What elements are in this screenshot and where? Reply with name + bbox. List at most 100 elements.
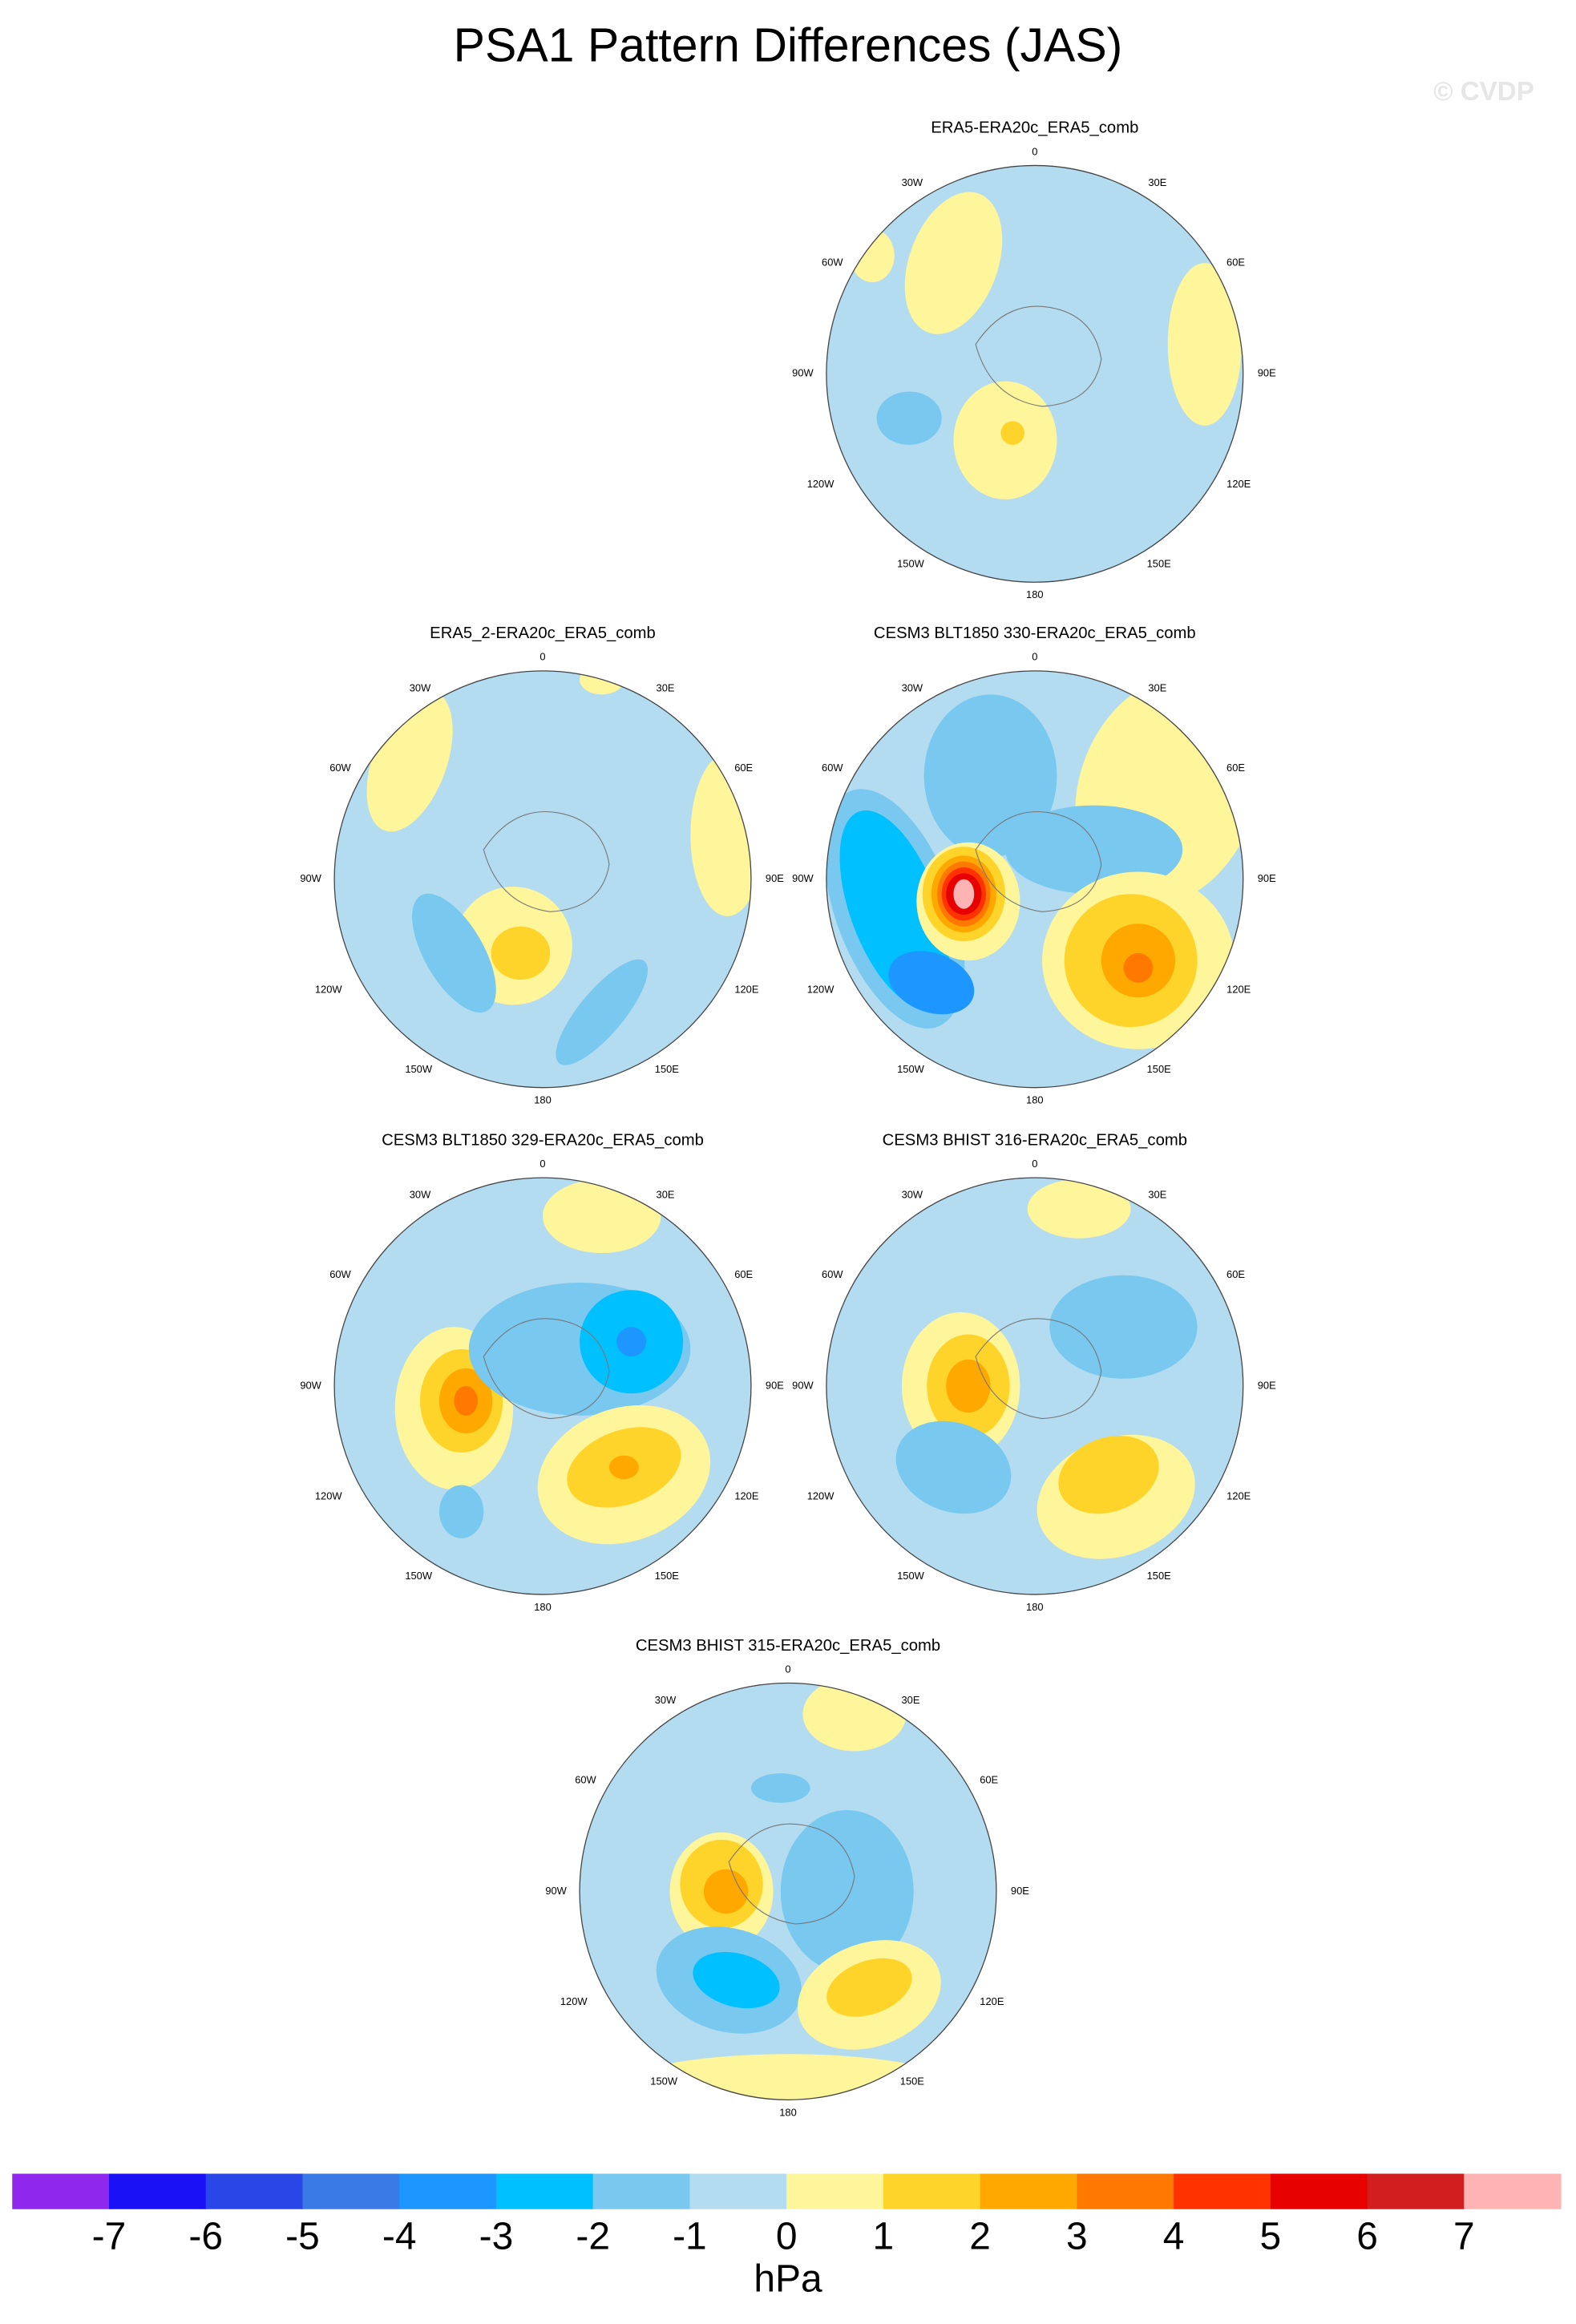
- longitude-label: 0: [785, 1663, 790, 1675]
- coastline: [975, 811, 1102, 912]
- map-panel: [580, 1683, 996, 2100]
- contour-region: [953, 879, 975, 909]
- map-border: [826, 1177, 1244, 1595]
- contour-region: [1049, 1275, 1198, 1379]
- longitude-label: 150W: [405, 1570, 433, 1582]
- panel-title: ERA5_2-ERA20c_ERA5_comb: [430, 624, 656, 642]
- colorbar-tick-label: -2: [576, 2215, 610, 2257]
- longitude-label: 60W: [822, 762, 843, 774]
- colorbar-swatch: [786, 2173, 884, 2209]
- contour-region: [693, 1951, 780, 2009]
- contour-region: [412, 893, 496, 1013]
- longitude-label: 30E: [1148, 681, 1166, 693]
- longitude-label: 150E: [900, 2075, 925, 2088]
- colorbar-tick-label: 0: [776, 2215, 798, 2257]
- map-panel: [826, 670, 1243, 1088]
- longitude-label: 90W: [792, 872, 814, 884]
- coastline: [975, 1318, 1102, 1420]
- longitude-label: 150E: [655, 1063, 680, 1075]
- longitude-label: 180: [534, 1094, 552, 1106]
- longitude-label: 60E: [980, 1774, 998, 1786]
- longitude-label: 120E: [1226, 983, 1251, 995]
- coastline: [728, 1823, 855, 1925]
- longitude-label: 30W: [902, 1189, 923, 1201]
- map-border: [333, 1177, 752, 1595]
- colorbar-tick-label: -6: [188, 2215, 223, 2257]
- colorbar-tick-label: 6: [1356, 2215, 1378, 2257]
- longitude-label: 120W: [315, 983, 343, 995]
- longitude-label: 60E: [734, 762, 753, 774]
- colorbar-tick-label: 1: [873, 2215, 895, 2257]
- colorbar-swatch: [205, 2173, 304, 2209]
- longitude-label: 120E: [1226, 478, 1251, 490]
- contour-region: [616, 1327, 647, 1357]
- longitude-label: 30W: [410, 1189, 431, 1201]
- longitude-label: 120E: [980, 1995, 1004, 2007]
- longitude-label: 180: [1026, 1094, 1044, 1106]
- longitude-label: 150E: [1147, 1063, 1172, 1075]
- longitude-label: 180: [534, 1601, 552, 1613]
- longitude-label: 30W: [655, 1694, 677, 1706]
- colorbar-swatch: [1077, 2173, 1174, 2209]
- contour-region: [904, 192, 1003, 334]
- longitude-label: 180: [1026, 1601, 1044, 1613]
- longitude-label: 150W: [650, 2075, 678, 2088]
- longitude-label: 90W: [792, 1379, 814, 1391]
- longitude-label: 60W: [329, 762, 351, 774]
- colorbar-swatch: [883, 2173, 981, 2209]
- contour-region: [946, 1359, 991, 1413]
- longitude-label: 60W: [822, 257, 843, 269]
- longitude-label: 150W: [405, 1063, 433, 1075]
- map-border: [333, 670, 752, 1089]
- contour-region: [1167, 263, 1242, 426]
- longitude-label: 120E: [1226, 1490, 1251, 1502]
- colorbar-swatch: [689, 2173, 787, 2209]
- longitude-label: 90E: [1011, 1885, 1029, 1897]
- panel-title: CESM3 BLT1850 330-ERA20c_ERA5_comb: [874, 624, 1196, 642]
- contour-region: [1123, 952, 1154, 983]
- longitude-label: 60E: [1226, 762, 1245, 774]
- contour-region: [850, 228, 895, 283]
- contour-region: [454, 1386, 478, 1416]
- longitude-label: 150E: [655, 1570, 680, 1582]
- panel-title: CESM3 BHIST 316-ERA20c_ERA5_comb: [883, 1131, 1187, 1149]
- colorbar-swatch: [1270, 2173, 1368, 2209]
- longitude-label: 90E: [1258, 367, 1276, 379]
- colorbar-tick-label: 5: [1260, 2215, 1282, 2257]
- longitude-label: 90W: [792, 367, 814, 379]
- panel-title: CESM3 BLT1850 329-ERA20c_ERA5_comb: [382, 1131, 704, 1149]
- longitude-label: 0: [1032, 651, 1037, 663]
- contour-region: [1058, 1436, 1159, 1514]
- panel-title: CESM3 BHIST 315-ERA20c_ERA5_comb: [636, 1637, 940, 1655]
- colorbar-tick-label: 3: [1066, 2215, 1088, 2257]
- map-panel: [826, 165, 1243, 583]
- contour-region: [556, 959, 649, 1065]
- longitude-label: 180: [1026, 588, 1044, 600]
- longitude-label: 60W: [329, 1268, 351, 1280]
- longitude-label: 30W: [902, 176, 923, 188]
- map-panel: [334, 1178, 751, 1594]
- longitude-label: 60E: [1226, 1268, 1245, 1280]
- longitude-label: 90E: [1258, 1379, 1276, 1391]
- longitude-label: 120W: [315, 1490, 343, 1502]
- longitude-label: 0: [539, 651, 545, 663]
- contour-region: [596, 2054, 980, 2100]
- longitude-label: 30E: [657, 1189, 675, 1201]
- longitude-label: 60E: [1226, 257, 1245, 269]
- map-panel: [334, 670, 751, 1088]
- contour-region: [543, 1178, 661, 1254]
- contour-region: [703, 1869, 749, 1914]
- colorbar-swatch: [495, 2173, 594, 2209]
- colorbar-swatch: [980, 2173, 1077, 2209]
- contour-region: [888, 951, 975, 1015]
- longitude-label: 90E: [766, 872, 784, 884]
- contour-region: [780, 1810, 914, 1973]
- longitude-label: 150W: [897, 1063, 925, 1075]
- contour-region: [491, 926, 551, 980]
- colorbar-swatch: [302, 2173, 400, 2209]
- colorbar-units: hPa: [754, 2258, 822, 2301]
- longitude-label: 120W: [560, 1995, 588, 2007]
- panel-title: ERA5-ERA20c_ERA5_comb: [931, 119, 1138, 137]
- colorbar-swatch: [1464, 2173, 1562, 2209]
